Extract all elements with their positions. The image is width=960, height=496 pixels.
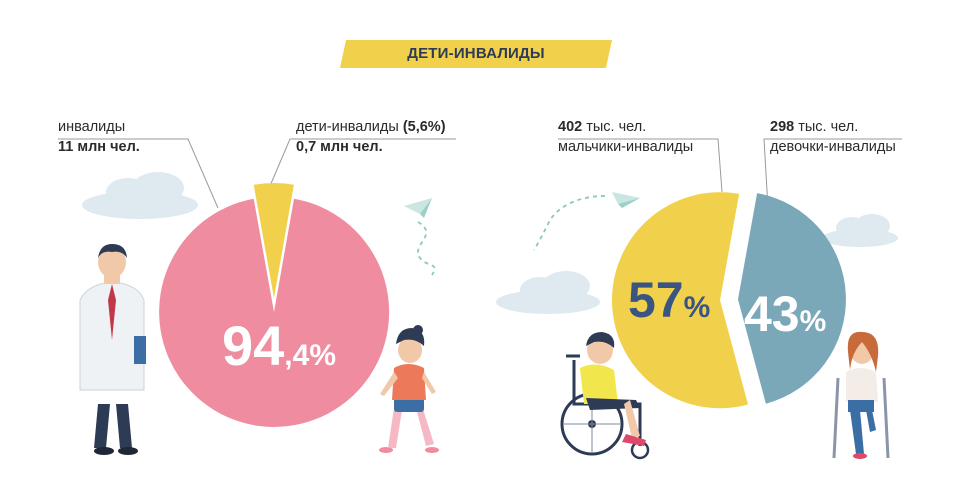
pie-slice-мальчики-инвалиды (611, 192, 748, 409)
cloud-icon (82, 172, 198, 219)
leader-lines (58, 138, 902, 209)
label-children-count: 0,7 млн чел. (296, 139, 383, 155)
label-girls-name: девочки-инвалиды (770, 139, 896, 155)
label-boys-count-unit: тыс. чел. (586, 119, 647, 135)
label-invalids-name: инвалиды (58, 119, 126, 135)
pie-label-43: 43% (744, 286, 826, 355)
child-icon (379, 325, 439, 453)
pie-label-94-num: 94 (222, 314, 285, 377)
pie-chart-population (159, 182, 390, 427)
label-invalids: инвалиды 11 млн чел. (58, 117, 140, 157)
title-banner-shape (340, 40, 612, 68)
pie-label-57-num: 57 (628, 272, 684, 328)
label-boys-name: мальчики-инвалиды (558, 139, 694, 155)
pie-label-94: 94,4% (222, 316, 336, 391)
cloud-icon (822, 214, 898, 247)
paper-plane-icon (404, 198, 436, 276)
pie-slice-девочки-инвалиды (737, 193, 846, 404)
pie-label-43-num: 43 (744, 286, 800, 342)
label-girls-count-num: 298 (770, 119, 795, 135)
pie-slice-инвалиды (159, 198, 390, 427)
pie-label-43-sign: % (799, 305, 827, 338)
pie-chart-gender (611, 192, 846, 409)
pie-label-94-rest: ,4% (284, 339, 336, 372)
pie-slice-дети-инвалиды (253, 182, 294, 298)
title-banner: ДЕТИ-ИНВАЛИДЫ (340, 40, 612, 68)
label-children-pct: (5,6%) (402, 119, 446, 135)
doctor-icon (79, 244, 146, 455)
pie-label-57: 57% (628, 272, 710, 341)
pie-label-57-sign: % (683, 291, 711, 324)
label-girls: 298 тыс. чел. девочки-инвалиды (770, 117, 896, 157)
label-boys-count-num: 402 (558, 119, 583, 135)
cloud-icon (496, 271, 600, 314)
label-children-name: дети-инвалиды (296, 119, 399, 135)
label-boys: 402 тыс. чел. мальчики-инвалиды (558, 117, 693, 157)
girl-crutches-icon (832, 331, 890, 459)
label-girls-count-unit: тыс. чел. (798, 119, 859, 135)
wheelchair-boy-icon (560, 332, 650, 460)
label-invalids-count: 11 млн чел. (58, 139, 140, 155)
label-children: дети-инвалиды (5,6%) 0,7 млн чел. (296, 117, 446, 157)
page-title: ДЕТИ-ИНВАЛИДЫ (407, 45, 545, 62)
paper-plane-icon (533, 192, 640, 251)
